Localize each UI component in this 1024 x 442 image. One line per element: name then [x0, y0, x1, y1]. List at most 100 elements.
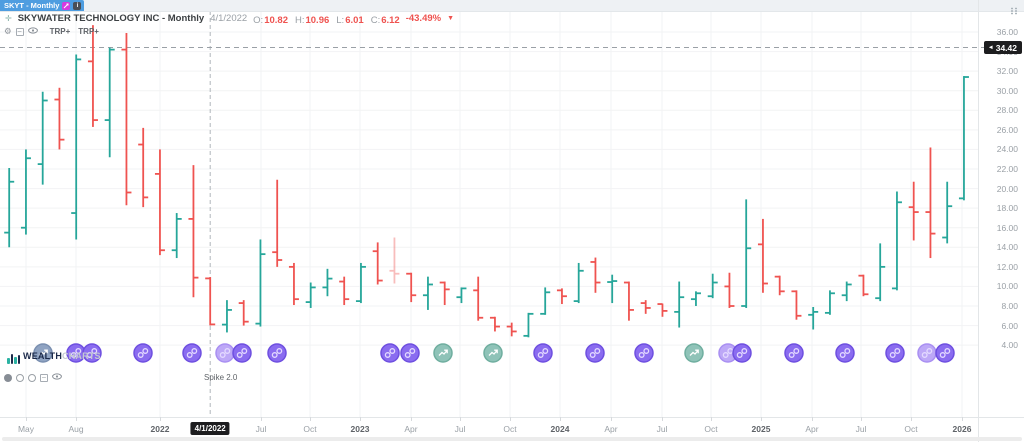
spike-marker-icon[interactable]: [732, 343, 752, 363]
spike-marker-icon[interactable]: [66, 343, 86, 363]
spike-marker-icon[interactable]: [232, 343, 252, 363]
ohlc-bar-nov-2022[interactable]: [322, 268, 333, 297]
ohlc-bar-sep-2025[interactable]: [891, 191, 902, 291]
ohlc-bar-apr-2024[interactable]: [607, 274, 618, 304]
ohlc-bar-jan-2024[interactable]: [556, 288, 567, 305]
ohlc-bar-jun-2024[interactable]: [640, 300, 651, 314]
time-tick-label: 2022: [150, 424, 170, 434]
spike-marker-icon[interactable]: [267, 343, 287, 363]
indicator-settings-icon[interactable]: [4, 373, 12, 382]
ohlc-bar-dec-2025[interactable]: [942, 181, 953, 244]
visibility-eye-icon[interactable]: [27, 27, 38, 36]
ohlc-bar-jul-2022[interactable]: [255, 239, 266, 327]
ohlc-bar-jun-2023[interactable]: [439, 281, 450, 306]
spike-marker-icon[interactable]: [835, 343, 855, 363]
ohlc-bar-may-2023[interactable]: [422, 276, 433, 310]
ohlc-bar-oct-2024[interactable]: [707, 273, 718, 299]
ohlc-bar-jan-2023[interactable]: [355, 262, 366, 304]
spike-marker-icon[interactable]: [82, 343, 102, 363]
ohlc-bar-mar-2025[interactable]: [791, 290, 802, 320]
ohlc-bar-dec-2023[interactable]: [540, 287, 551, 315]
spike-marker-icon[interactable]: [684, 343, 704, 363]
ohlc-bar-nov-2021[interactable]: [121, 32, 132, 206]
ohlc-bar-sep-2021[interactable]: [87, 25, 98, 127]
ohlc-bar-feb-2022[interactable]: [171, 213, 182, 259]
ohlc-bar-aug-2023[interactable]: [473, 276, 484, 321]
spike-marker-icon[interactable]: [935, 343, 955, 363]
drag-handle-icon[interactable]: [1010, 2, 1018, 20]
indicator-eye-icon[interactable]: [52, 373, 62, 382]
settings-gear-icon[interactable]: ⚙: [4, 26, 12, 37]
time-scrollbar[interactable]: [2, 437, 1022, 441]
ohlc-bar-aug-2024[interactable]: [674, 281, 685, 328]
spike-marker-icon[interactable]: [33, 343, 53, 363]
spike-marker-icon[interactable]: [182, 343, 202, 363]
ohlc-bar-oct-2023[interactable]: [506, 322, 517, 337]
indicator-alert-icon[interactable]: [28, 373, 36, 382]
ohlc-bar-mar-2024[interactable]: [590, 257, 601, 293]
ohlc-bar-oct-2025[interactable]: [908, 181, 919, 241]
ohlc-bar-jan-2025[interactable]: [757, 218, 768, 293]
indicator-collapse-icon[interactable]: –: [40, 373, 48, 382]
ohlc-bar-oct-2022[interactable]: [305, 282, 316, 308]
ohlc-bar-jun-2022[interactable]: [238, 300, 249, 326]
tab-link-icon[interactable]: [62, 1, 71, 10]
tab-info-icon[interactable]: i: [73, 1, 82, 10]
ohlc-bar-may-2025[interactable]: [824, 290, 835, 315]
indicator-source-icon[interactable]: [16, 373, 24, 382]
ohlc-bar-apr-2021[interactable]: [4, 168, 15, 248]
time-tick-label: Jul: [454, 424, 466, 434]
ohlc-bar-nov-2025[interactable]: [925, 147, 936, 259]
ohlc-bar-jan-2026[interactable]: [958, 76, 969, 201]
spike-marker-icon[interactable]: [433, 343, 453, 363]
ohlc-bar-apr-2022[interactable]: [205, 277, 216, 326]
ohlc-bar-aug-2025[interactable]: [875, 243, 886, 302]
ohlc-bar-dec-2022[interactable]: [339, 276, 350, 306]
symbol-tab[interactable]: SKYT - Monthly i: [0, 0, 85, 11]
ohlc-bar-jun-2021[interactable]: [37, 91, 48, 185]
collapse-icon[interactable]: –: [15, 27, 24, 36]
spike-marker-icon[interactable]: [885, 343, 905, 363]
ohlc-bar-apr-2023[interactable]: [406, 272, 417, 303]
spike-marker-icon[interactable]: [400, 343, 420, 363]
spike-marker-icon[interactable]: [533, 343, 553, 363]
ohlc-bar-jul-2025[interactable]: [858, 274, 869, 297]
ohlc-bar-jul-2021[interactable]: [54, 87, 65, 150]
spike-marker-icon[interactable]: [718, 343, 738, 363]
ohlc-bar-apr-2025[interactable]: [808, 306, 819, 330]
ohlc-bar-sep-2022[interactable]: [288, 262, 299, 306]
ohlc-bar-dec-2021[interactable]: [138, 127, 149, 208]
ohlc-bar-nov-2024[interactable]: [724, 272, 735, 308]
spike-marker-icon[interactable]: [917, 343, 937, 363]
ohlc-bar-mar-2022[interactable]: [188, 165, 199, 298]
ohlc-bar-feb-2025[interactable]: [774, 275, 785, 296]
spike-marker-icon[interactable]: [133, 343, 153, 363]
spike-marker-icon[interactable]: [380, 343, 400, 363]
spike-marker-icon[interactable]: [634, 343, 654, 363]
ohlc-bar-aug-2021[interactable]: [71, 54, 82, 240]
ohlc-bar-may-2024[interactable]: [623, 281, 634, 321]
ohlc-bar-may-2021[interactable]: [20, 149, 31, 235]
ohlc-bar-sep-2024[interactable]: [690, 291, 701, 307]
spike-marker-icon[interactable]: [585, 343, 605, 363]
ohlc-bar-mar-2023[interactable]: [389, 237, 400, 284]
ohlc-bar-dec-2024[interactable]: [741, 199, 752, 308]
ohlc-bar-aug-2022[interactable]: [272, 179, 283, 267]
trp-indicator-label[interactable]: TRP+: [78, 27, 99, 36]
ohlc-bar-jun-2025[interactable]: [841, 281, 852, 302]
ohlc-bar-jul-2024[interactable]: [657, 303, 668, 317]
ohlc-bar-feb-2024[interactable]: [573, 262, 584, 304]
ohlc-bar-feb-2023[interactable]: [372, 242, 383, 285]
ohlc-bar-sep-2023[interactable]: [489, 316, 500, 332]
spike-marker-icon[interactable]: [784, 343, 804, 363]
ohlc-bar-jul-2023[interactable]: [456, 287, 467, 304]
ohlc-bar-jan-2022[interactable]: [154, 149, 165, 256]
spike-marker-icon[interactable]: [215, 343, 235, 363]
ohlc-bar-nov-2023[interactable]: [523, 312, 534, 338]
ohlc-bar-may-2022[interactable]: [221, 300, 232, 333]
spike-indicator-label[interactable]: Spike 2.0: [204, 373, 238, 382]
spike-marker-icon[interactable]: [483, 343, 503, 363]
ohlc-bar-oct-2021[interactable]: [104, 47, 115, 158]
trp-indicator-label[interactable]: TRP+: [49, 27, 71, 36]
